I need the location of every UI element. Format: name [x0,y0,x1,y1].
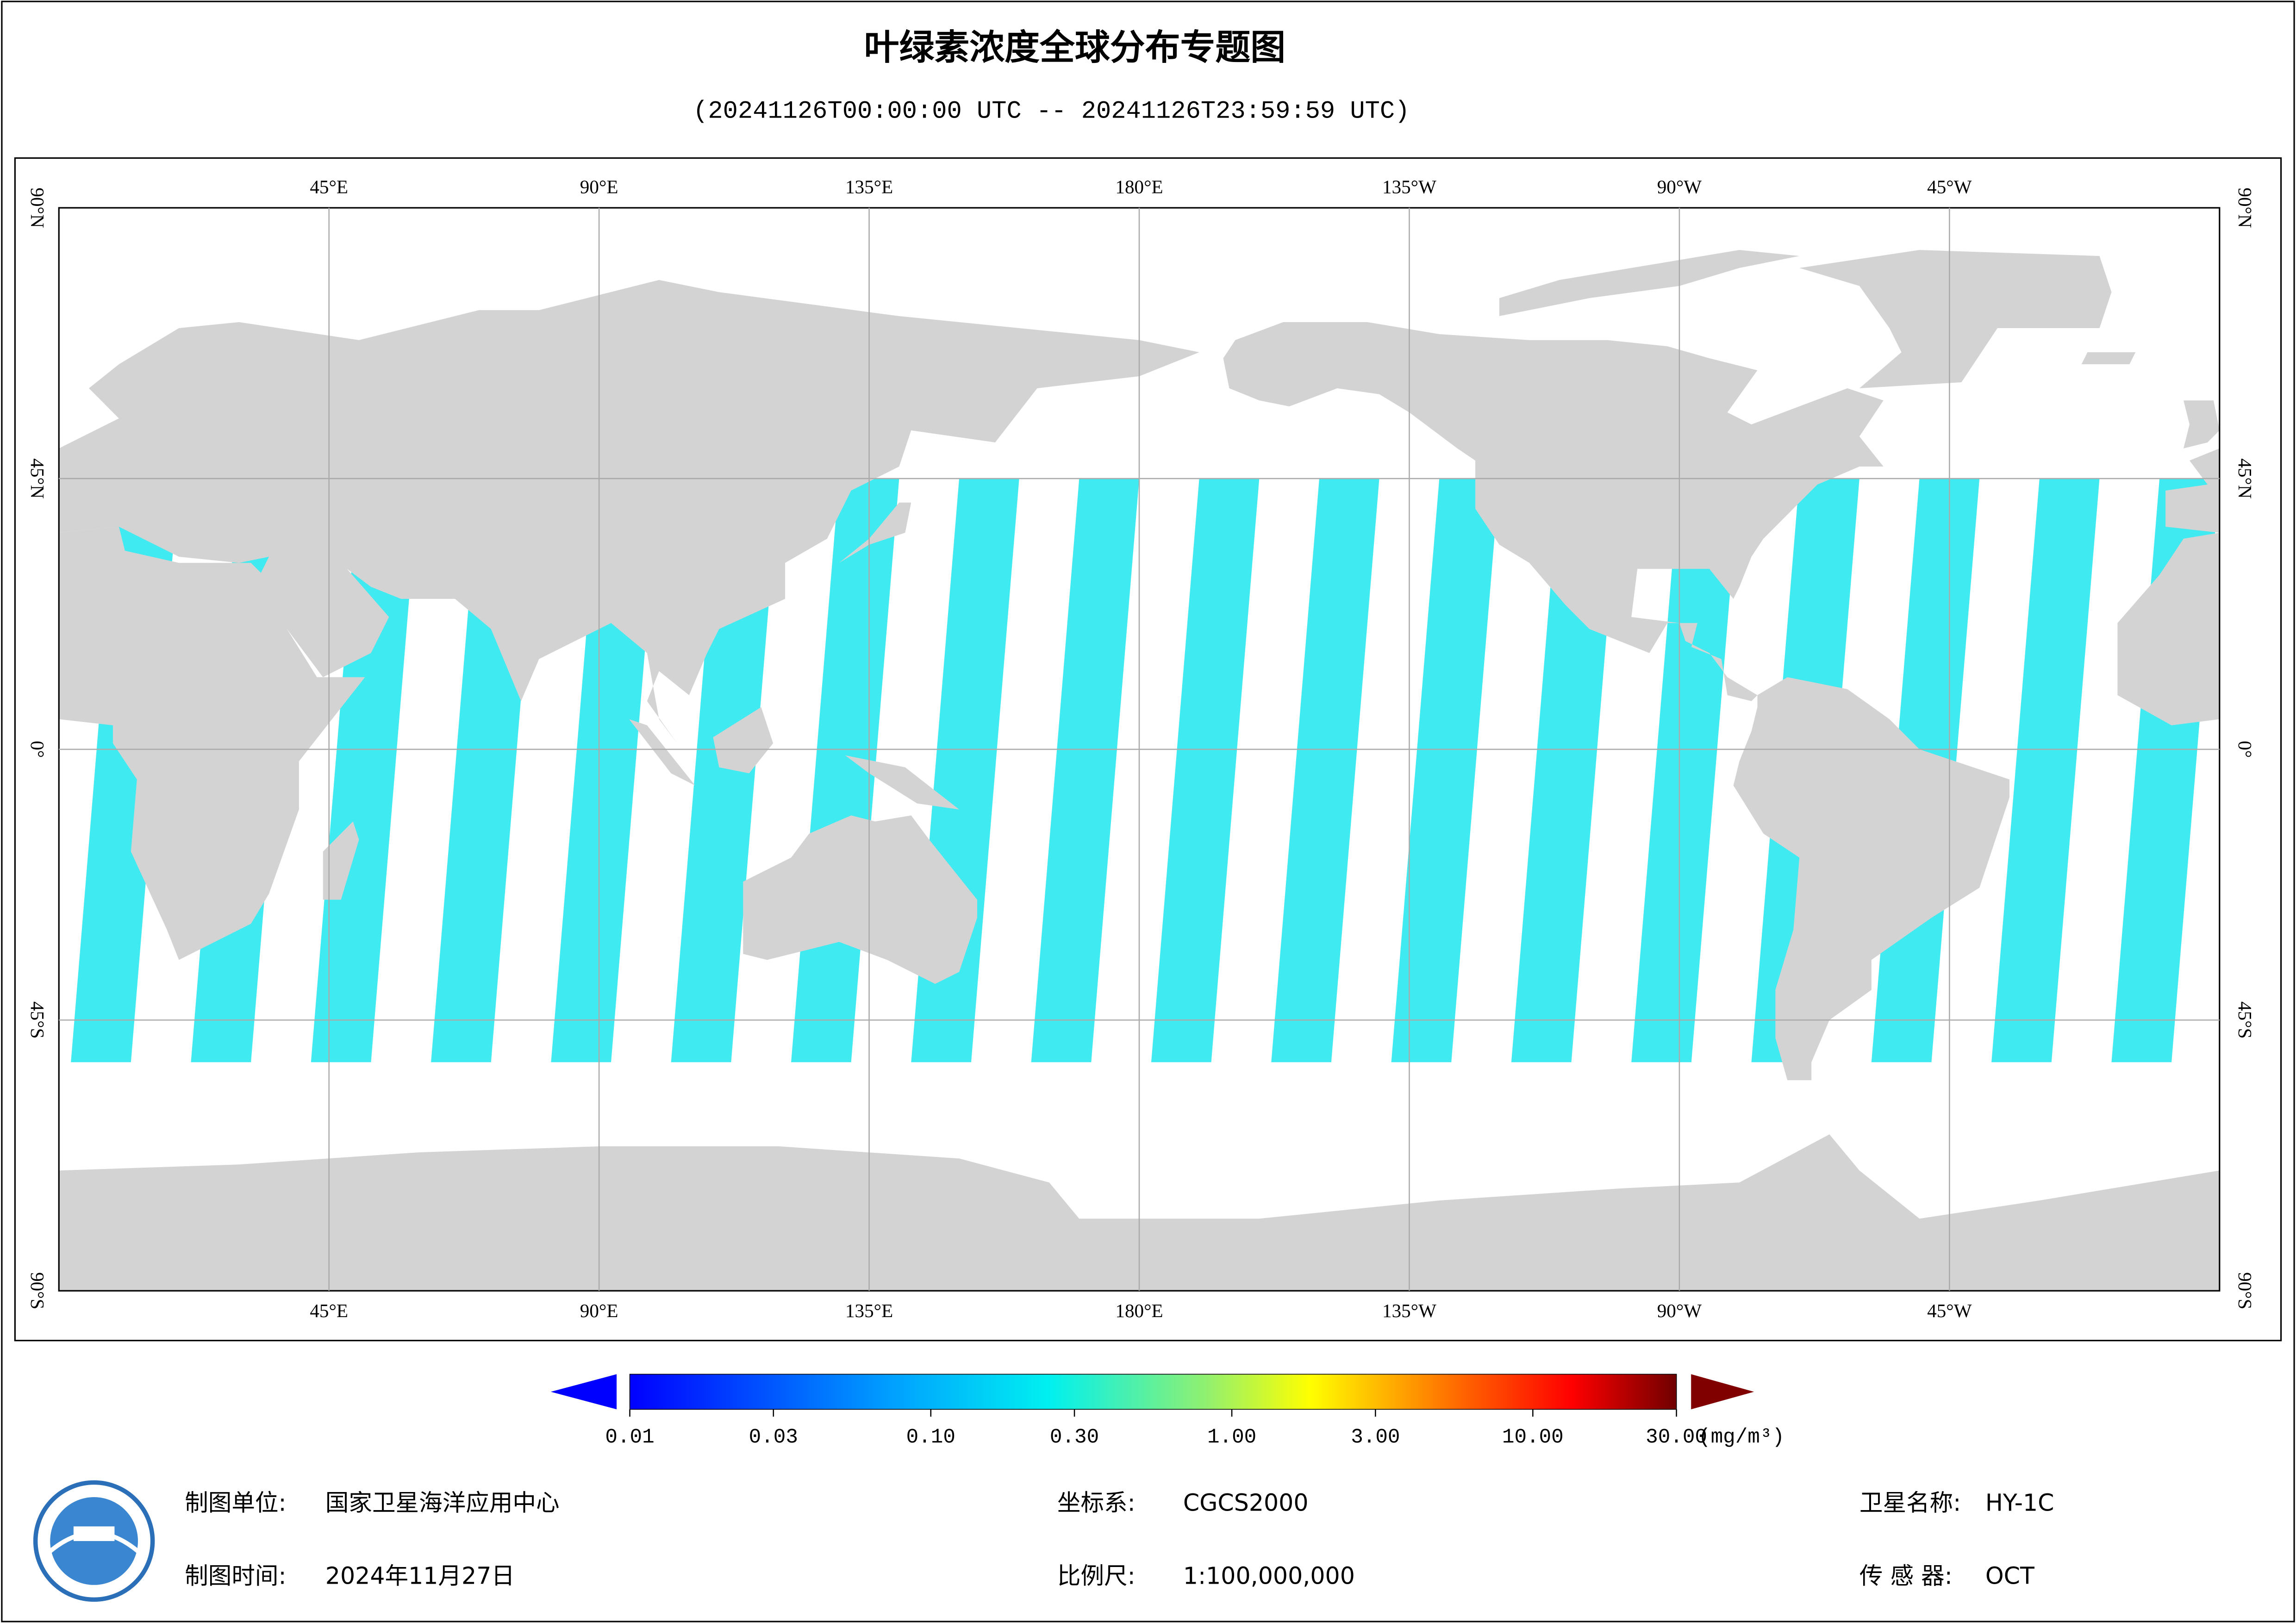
lat-label-right: 90°N [2234,187,2256,228]
lat-label-left: 45°S [27,1001,48,1038]
lon-label-top: 180°E [1115,176,1163,197]
lon-label-top: 90°W [1657,176,1702,197]
footer-label: 卫星名称: [1859,1489,1961,1516]
land [1499,250,1800,317]
footer-label: 制图时间: [185,1562,286,1589]
land [629,719,695,786]
footer-label: 传 感 器: [1859,1562,1953,1589]
lon-label-bottom: 45°E [310,1300,348,1321]
colorbar-tick-label: 0.10 [906,1426,955,1449]
lon-label-bottom: 90°W [1657,1300,1702,1321]
lon-label-bottom: 135°W [1382,1300,1436,1321]
footer-label: 制图单位: [185,1489,286,1516]
data-swath [1031,479,1140,1063]
data-swath [1271,479,1379,1063]
lon-label-bottom: 90°E [580,1300,618,1321]
map-subtitle: (20241126T00:00:00 UTC -- 20241126T23:59… [693,98,1410,126]
colorbar-unit: (mg/m³) [1698,1426,1784,1449]
data-swath [671,479,780,1063]
land [1799,250,2112,388]
data-swath [1991,479,2100,1063]
land [2165,448,2220,533]
data-swath [1631,479,1740,1063]
lat-label-right: 0° [2234,741,2256,758]
colorbar [629,1374,1677,1410]
colorbar-tick-label: 3.00 [1351,1426,1400,1449]
colorbar-tick-label: 30.00 [1646,1426,1707,1449]
map-title: 叶绿素浓度全球分布专题图 [864,27,1286,68]
land [2184,400,2220,448]
colorbar-tick-label: 0.01 [605,1426,654,1449]
colorbar-tick-label: 0.03 [749,1426,798,1449]
lat-label-right: 90°S [2234,1272,2256,1309]
lat-label-left: 45°N [27,458,48,498]
land [1223,322,1884,702]
footer-value: HY-1C [1985,1489,2054,1516]
footer-value: 1:100,000,000 [1183,1562,1355,1589]
lat-label-right: 45°N [2234,458,2256,498]
footer-value: OCT [1985,1562,2035,1589]
land [839,502,911,563]
lon-label-top: 90°E [580,176,618,197]
colorbar-tick-label: 0.30 [1050,1426,1099,1449]
logo [33,1480,155,1602]
land [713,707,774,773]
land [59,527,365,960]
land [59,280,1199,744]
lat-label-left: 90°S [27,1272,48,1309]
footer-value: 国家卫星海洋应用中心 [325,1489,560,1516]
data-swath [1391,479,1499,1063]
footer-value: 2024年11月27日 [325,1562,515,1589]
footer-label: 比例尺: [1057,1562,1136,1589]
colorbar-tick-label: 1.00 [1207,1426,1256,1449]
land [2117,533,2220,726]
lat-label-right: 45°S [2234,1001,2256,1038]
footer-value: CGCS2000 [1183,1489,1309,1516]
colorbar-low-arrow [550,1374,617,1410]
land [743,815,977,984]
lon-label-bottom: 45°W [1927,1300,1972,1321]
footer-label: 坐标系: [1057,1489,1136,1516]
lat-label-left: 90°N [27,187,48,228]
lon-label-top: 135°E [845,176,893,197]
lon-label-top: 45°E [310,176,348,197]
colorbar-high-arrow [1691,1374,1754,1410]
lon-label-top: 135°W [1382,176,1436,197]
land [323,821,359,900]
lat-label-left: 0° [27,741,48,758]
colorbar-tick-label: 10.00 [1502,1426,1564,1449]
land [1733,677,2010,1081]
lon-label-bottom: 180°E [1115,1300,1163,1321]
lon-label-top: 45°W [1927,176,1972,197]
lon-label-bottom: 135°E [845,1300,893,1321]
land [845,755,960,810]
data-swath [1151,479,1260,1063]
data-swath [311,479,419,1063]
map-frame-outer [14,157,2282,1342]
map-area [59,250,2220,1291]
land [2081,352,2136,365]
